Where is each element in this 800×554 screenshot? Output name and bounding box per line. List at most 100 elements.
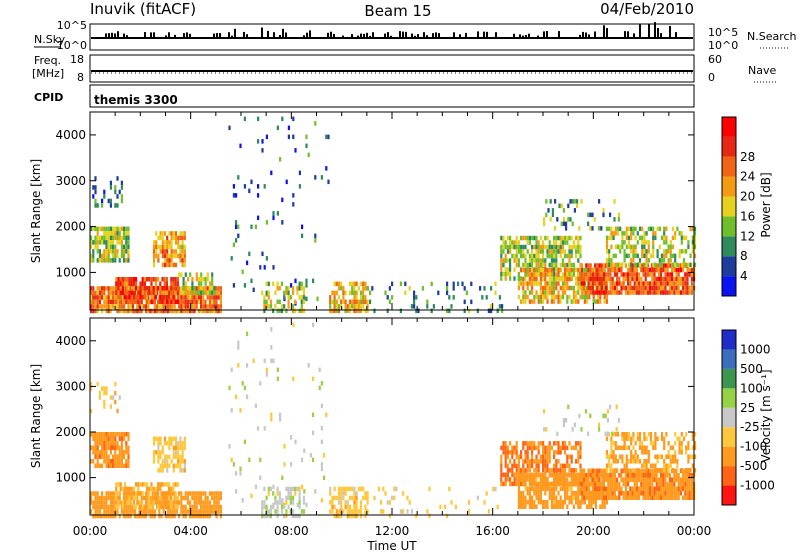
velocity-cell <box>139 482 142 487</box>
power-cell <box>289 295 292 300</box>
power-cell <box>160 308 163 314</box>
velocity-cell <box>492 486 495 492</box>
velocity-cell <box>524 450 527 455</box>
power-cell <box>219 304 222 309</box>
power-cell <box>90 226 93 232</box>
velocity-cell <box>298 486 301 492</box>
velocity-cell <box>157 491 160 496</box>
velocity-cell <box>167 509 170 514</box>
power-cell <box>633 290 636 295</box>
power-cell <box>567 203 570 209</box>
power-cell <box>613 272 616 277</box>
power-cell <box>139 286 142 291</box>
velocity-cell <box>145 500 148 505</box>
velocity-cell <box>539 459 542 464</box>
velocity-cell <box>179 468 182 473</box>
velocity-cell <box>542 486 545 491</box>
power-cell <box>123 244 126 250</box>
velocity-cell <box>276 376 279 382</box>
velocity-cell <box>580 491 583 496</box>
velocity-cell <box>687 441 690 446</box>
velocity-cell <box>237 363 240 368</box>
velocity-cell <box>548 454 551 460</box>
power-cell <box>605 272 608 277</box>
velocity-cell <box>157 445 160 451</box>
power-cell <box>524 294 527 300</box>
power-cell <box>193 304 196 309</box>
velocity-cell <box>132 486 135 492</box>
power-ytick-label: 3000 <box>55 174 86 188</box>
power-cell <box>204 276 207 282</box>
power-cell <box>509 267 512 272</box>
velocity-cell <box>642 486 645 491</box>
power-cell <box>369 299 372 305</box>
velocity-cell <box>98 450 101 455</box>
power-cell <box>208 285 212 291</box>
power-cell <box>279 157 282 162</box>
power-cell <box>127 299 130 305</box>
velocity-cell <box>181 459 184 464</box>
velocity-cell <box>627 491 630 496</box>
velocity-cell <box>206 504 209 510</box>
power-cell <box>666 290 669 295</box>
velocity-cell <box>340 513 343 519</box>
velocity-cell <box>114 463 117 468</box>
power-cell <box>167 308 170 314</box>
velocity-cell <box>633 482 636 487</box>
power-cell <box>613 285 616 291</box>
velocity-cell <box>667 441 670 446</box>
power-cell <box>333 299 336 305</box>
power-cell <box>430 281 433 287</box>
velocity-cell <box>183 459 186 464</box>
velocity-cell <box>485 491 488 496</box>
power-cell <box>566 276 569 282</box>
power-cell <box>623 240 626 245</box>
power-cell <box>285 290 288 296</box>
power-cell <box>329 308 332 314</box>
velocity-cell <box>506 477 509 482</box>
power-cell <box>265 134 268 140</box>
power-cell <box>664 263 667 268</box>
power-cell <box>153 286 156 291</box>
power-cell <box>127 240 130 245</box>
power-cell <box>287 304 290 309</box>
velocity-cell <box>682 495 685 500</box>
power-cell <box>90 235 93 241</box>
power-cell <box>548 249 551 254</box>
nsky-bar <box>333 33 335 38</box>
velocity-cell <box>342 509 345 514</box>
power-cell <box>625 226 628 232</box>
velocity-cell <box>668 491 671 496</box>
power-cell <box>191 304 194 309</box>
power-cell <box>127 308 130 314</box>
power-cell <box>170 290 173 295</box>
velocity-cell <box>654 432 657 437</box>
velocity-cell <box>631 486 634 491</box>
power-cell <box>613 217 616 222</box>
power-cell <box>621 244 624 250</box>
power-cell <box>570 299 573 304</box>
velocity-cell <box>323 475 326 481</box>
velocity-cell <box>631 491 634 496</box>
velocity-cell <box>239 466 242 472</box>
power-cell <box>197 281 201 286</box>
power-cell <box>94 226 97 232</box>
power-cell <box>572 290 575 295</box>
power-cell <box>342 290 345 296</box>
power-cell <box>408 286 411 291</box>
power-cell <box>627 253 631 259</box>
velocity-cell <box>685 432 688 437</box>
power-cell <box>627 235 631 241</box>
power-cell <box>193 299 196 305</box>
velocity-cell <box>148 491 151 496</box>
power-cell <box>616 276 619 282</box>
power-cell <box>136 308 139 314</box>
power-cell <box>651 276 654 282</box>
power-cell <box>117 286 120 291</box>
velocity-cell <box>605 486 608 491</box>
power-cell <box>544 290 547 295</box>
velocity-colorbar-tick-label: -1000 <box>740 479 775 493</box>
velocity-cell <box>428 486 431 492</box>
power-cell <box>583 281 586 286</box>
velocity-cell <box>364 504 367 510</box>
